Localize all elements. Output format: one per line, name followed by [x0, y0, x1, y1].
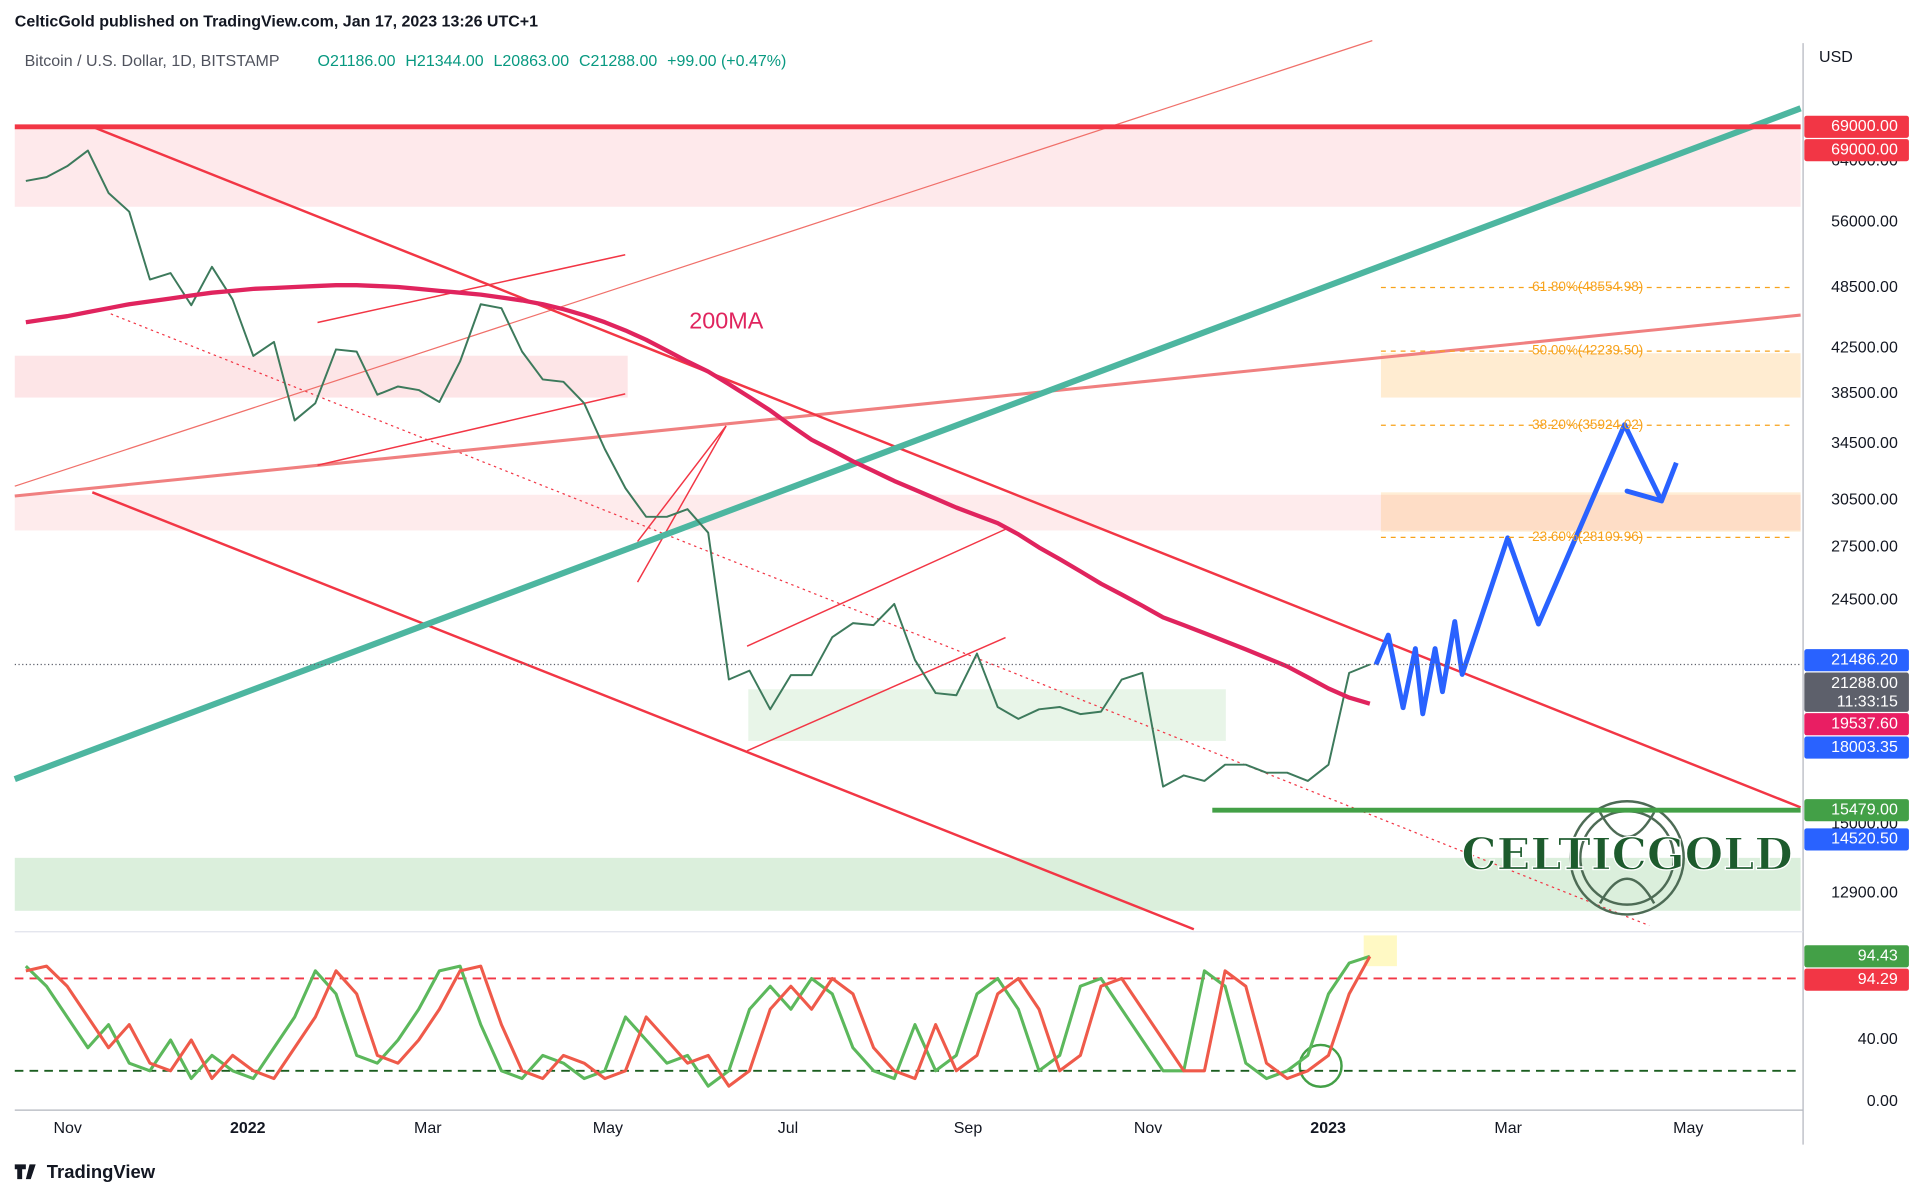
- channel-line: [317, 393, 626, 466]
- channel-line: [91, 125, 1802, 809]
- price-tag: [1804, 713, 1909, 736]
- fib-label: 61.80%(48554.98): [1532, 279, 1643, 294]
- price-tag: [1804, 799, 1909, 822]
- y-tick-label: 56000.00: [1831, 213, 1898, 230]
- fib-label: 38.20%(35924.02): [1532, 417, 1643, 432]
- y-tick-label: 27500.00: [1831, 539, 1898, 556]
- channel-line: [746, 528, 1006, 647]
- price-tag-label: 19537.60: [1831, 715, 1898, 732]
- header: CelticGold published on TradingView.com,…: [15, 13, 538, 30]
- trend-line: [14, 40, 1373, 487]
- series-line: [25, 149, 1371, 788]
- price-tag: [1804, 945, 1909, 968]
- series-label: 200MA: [689, 308, 763, 334]
- y-tick-label: 30500.00: [1831, 491, 1898, 508]
- resistance-zone: [14, 355, 628, 398]
- support-zone: [14, 857, 1801, 911]
- brand: TradingView: [47, 1161, 156, 1182]
- resistance-zone: [14, 128, 1801, 207]
- fib-label: 50.00%(42239.50): [1532, 343, 1643, 358]
- price-tag: [1804, 828, 1909, 851]
- price-tag-label: 21486.20: [1831, 651, 1898, 668]
- ohlc-value: O21186.00: [318, 53, 396, 70]
- highlight-box: [1363, 935, 1397, 967]
- x-tick-label: Mar: [414, 1120, 442, 1137]
- y-tick-label: 40.00: [1858, 1031, 1898, 1048]
- price-tag-label: 14520.50: [1831, 831, 1898, 848]
- price-tag-label: 69000.00: [1831, 141, 1898, 158]
- price-tag-label: 69000.00: [1831, 118, 1898, 135]
- brand-icon: [14, 1164, 36, 1180]
- price-tag: [1804, 115, 1909, 138]
- x-tick-label: Sep: [954, 1120, 983, 1137]
- price-tag: [1804, 672, 1909, 712]
- x-tick-label: May: [593, 1120, 623, 1137]
- y-tick-label: 24500.00: [1831, 591, 1898, 608]
- highlight-circle: [1298, 1043, 1343, 1089]
- price-tag-label: 21288.00: [1831, 675, 1898, 692]
- y-tick-label: 38500.00: [1831, 385, 1898, 402]
- price-tag: [1804, 736, 1909, 759]
- channel-line: [746, 636, 1006, 752]
- price-tag-label: 94.43: [1858, 947, 1898, 964]
- price-tag: [1804, 968, 1909, 991]
- trend-line: [13, 105, 1802, 782]
- series-line: [24, 954, 1371, 1088]
- series-line: [25, 283, 1371, 706]
- x-tick-label: May: [1673, 1120, 1703, 1137]
- fib-label: 23.60%(28109.96): [1532, 529, 1643, 544]
- x-tick-label: Nov: [53, 1120, 81, 1137]
- price-tag-time: 11:33:15: [1837, 693, 1898, 710]
- series-line: [25, 955, 1372, 1088]
- logo-knot: [1569, 800, 1685, 916]
- ohlc-value: C21288.00: [579, 53, 657, 70]
- currency: USD: [1819, 49, 1853, 66]
- x-tick-label: Jul: [778, 1120, 798, 1137]
- price-tag: [1804, 139, 1909, 162]
- logo-text: CELTICGOLD: [1461, 828, 1792, 880]
- trend-line: [14, 313, 1801, 498]
- resistance-zone: [14, 494, 1801, 531]
- y-tick-label: 34500.00: [1831, 435, 1898, 452]
- channel-line: [636, 425, 727, 583]
- price-tag-label: 94.29: [1858, 971, 1898, 988]
- x-tick-label: Mar: [1494, 1120, 1522, 1137]
- symbol-title: Bitcoin / U.S. Dollar, 1D, BITSTAMP: [25, 53, 280, 70]
- y-tick-label: 0.00: [1867, 1093, 1898, 1110]
- target-zone: [1380, 353, 1801, 398]
- y-tick-label: 12900.00: [1831, 885, 1898, 902]
- ohlc-value: +99.00 (+0.47%): [667, 53, 786, 70]
- channel-line: [91, 491, 1195, 931]
- drawings: [13, 40, 1802, 1089]
- ohlc-value: L20863.00: [494, 53, 570, 70]
- price-tag-label: 15479.00: [1831, 801, 1898, 818]
- price-tag: [1804, 649, 1909, 672]
- price-tag-label: 18003.35: [1831, 739, 1898, 756]
- y-tick-label: 42500.00: [1831, 340, 1898, 357]
- channel-line: [317, 254, 626, 324]
- ohlc-value: H21344.00: [405, 53, 483, 70]
- x-tick-label: 2022: [230, 1120, 266, 1137]
- trend-line: [110, 313, 1650, 927]
- x-tick-label: Nov: [1134, 1120, 1162, 1137]
- x-tick-label: 2023: [1310, 1120, 1346, 1137]
- y-tick-label: 48500.00: [1831, 279, 1898, 296]
- projection-path: [1373, 422, 1679, 717]
